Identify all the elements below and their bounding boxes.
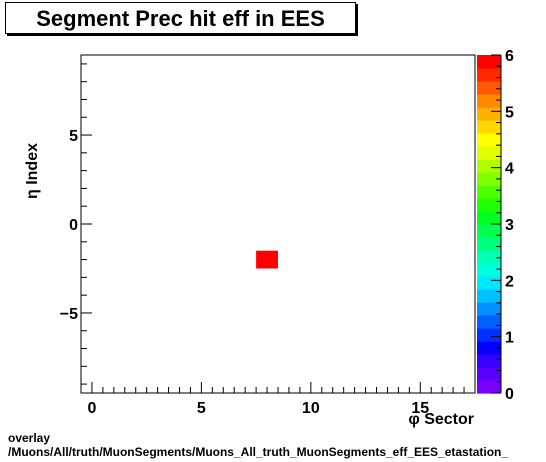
heatmap-cells bbox=[256, 250, 278, 269]
colorbar-swatch bbox=[477, 172, 501, 186]
colorbar-swatch bbox=[477, 107, 501, 121]
y-axis-label: η Index bbox=[24, 143, 41, 199]
colorbar-tick-label: 0 bbox=[505, 386, 514, 403]
chart-title-box: Segment Prec hit eff in EES bbox=[5, 2, 356, 34]
colorbar-tick-label: 1 bbox=[505, 330, 514, 347]
x-axis-label: φ Sector bbox=[408, 411, 474, 428]
colorbar-swatch bbox=[477, 159, 501, 173]
colorbar-swatch bbox=[477, 198, 501, 212]
x-axis: 0 5 10 15 bbox=[80, 382, 476, 417]
colorbar-tick-label: 5 bbox=[505, 104, 514, 121]
colorbar-swatch bbox=[477, 354, 501, 368]
x-tick-label: 10 bbox=[302, 400, 320, 417]
colorbar-swatch bbox=[477, 237, 501, 251]
colorbar: 0 1 2 3 4 5 6 bbox=[477, 48, 514, 403]
colorbar-swatch bbox=[477, 68, 501, 82]
colorbar-swatch bbox=[477, 289, 501, 303]
colorbar-swatch bbox=[477, 146, 501, 160]
colorbar-swatch bbox=[477, 263, 501, 277]
colorbar-swatch bbox=[477, 120, 501, 134]
plot-frame bbox=[80, 54, 476, 394]
colorbar-tick-label: 3 bbox=[505, 217, 514, 234]
heatmap-chart: 0 5 10 15 −5 0 5 0 1 2 3 4 5 6 φ Sector η Index bbox=[24, 48, 514, 428]
colorbar-tick-label: 2 bbox=[505, 273, 514, 290]
footer-caption: overlay /Muons/All/truth/MuonSegments/Mu… bbox=[8, 431, 508, 459]
y-tick-label: 5 bbox=[69, 128, 78, 145]
colorbar-swatch bbox=[477, 367, 501, 381]
colorbar-swatch bbox=[477, 341, 501, 355]
colorbar-tick-label: 6 bbox=[505, 48, 514, 65]
colorbar-swatch bbox=[477, 380, 501, 394]
y-tick-label: 0 bbox=[69, 217, 78, 234]
chart-title: Segment Prec hit eff in EES bbox=[36, 6, 325, 31]
colorbar-swatch bbox=[477, 315, 501, 329]
x-tick-label: 0 bbox=[87, 400, 96, 417]
plot-area bbox=[80, 54, 476, 394]
y-axis: −5 0 5 bbox=[60, 63, 92, 385]
colorbar-swatch bbox=[477, 185, 501, 199]
footer-line-1: overlay bbox=[8, 431, 51, 445]
x-tick-label: 15 bbox=[411, 400, 429, 417]
colorbar-swatch bbox=[477, 250, 501, 264]
y-tick-label: −5 bbox=[60, 306, 78, 323]
colorbar-swatch bbox=[477, 224, 501, 238]
colorbar-swatch bbox=[477, 328, 501, 342]
colorbar-swatch bbox=[477, 94, 501, 108]
footer-line-2: /Muons/All/truth/MuonSegments/Muons_All_… bbox=[8, 445, 509, 459]
x-tick-label: 5 bbox=[197, 400, 206, 417]
colorbar-tick-label: 4 bbox=[505, 161, 514, 178]
colorbar-swatch bbox=[477, 55, 501, 69]
colorbar-swatch bbox=[477, 81, 501, 95]
colorbar-swatch bbox=[477, 276, 501, 290]
colorbar-swatch bbox=[477, 133, 501, 147]
colorbar-swatch bbox=[477, 211, 501, 225]
heatmap-cell-0 bbox=[256, 250, 278, 269]
colorbar-swatch bbox=[477, 302, 501, 316]
